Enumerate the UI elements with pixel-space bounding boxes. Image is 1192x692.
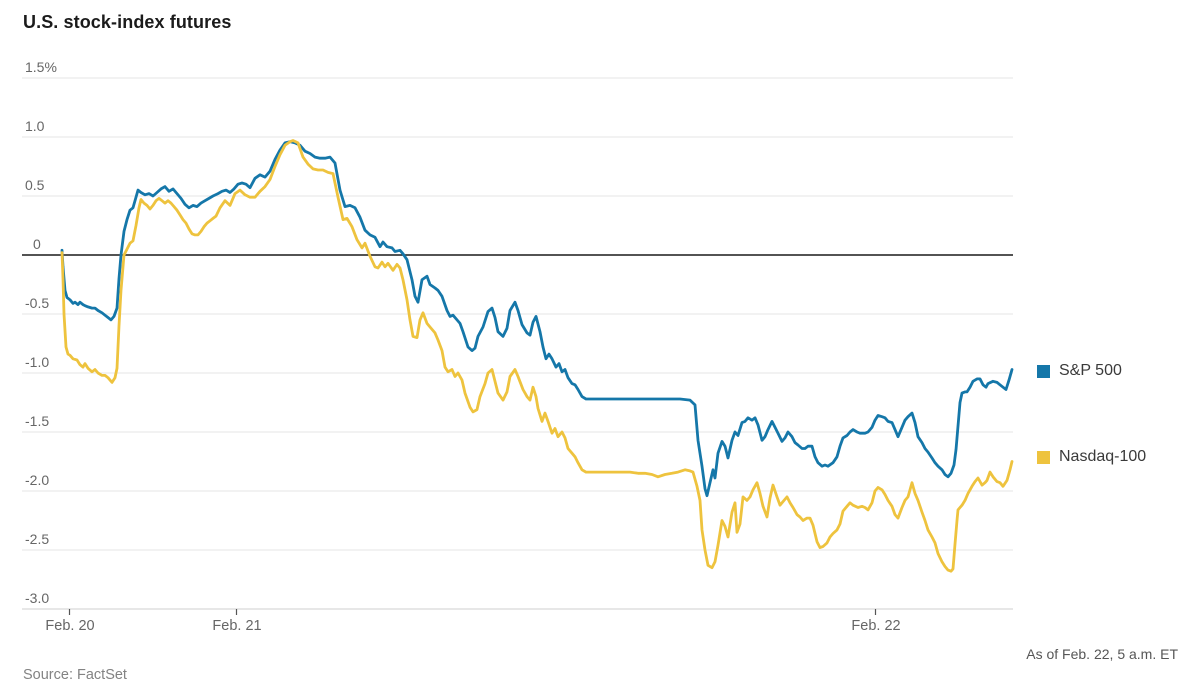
series-line-s-p-500: [60, 140, 1014, 498]
nasdaq100-swatch-icon: [1037, 450, 1050, 464]
source-note: Source: FactSet: [23, 667, 127, 683]
y-tick-label: -2.5: [25, 531, 50, 547]
y-tick-label: 1.0: [25, 118, 45, 134]
y-tick-label: 1.5%: [25, 59, 57, 75]
x-tick-label: Feb. 22: [851, 618, 901, 634]
y-tick-label: -0.5: [25, 295, 50, 311]
y-tick-label: -1.5: [25, 413, 50, 429]
legend-item-sp500: S&P 500: [1037, 362, 1122, 379]
legend-label-nasdaq100: Nasdaq-100: [1059, 448, 1147, 465]
y-tick-label: 0.5: [25, 177, 45, 193]
legend-item-nasdaq100: Nasdaq-100: [1037, 448, 1147, 465]
series-line-nasdaq-100: [60, 139, 1014, 573]
y-tick-label: -1.0: [25, 354, 50, 370]
x-tick-label: Feb. 21: [212, 618, 262, 634]
chart-title: U.S. stock-index futures: [23, 12, 232, 32]
as-of-note: As of Feb. 22, 5 a.m. ET: [1026, 646, 1178, 662]
y-tick-label: -3.0: [25, 590, 50, 606]
y-tick-label: 0: [33, 236, 41, 252]
x-tick-label: Feb. 20: [45, 618, 95, 634]
sp500-swatch-icon: [1037, 364, 1050, 378]
legend-label-sp500: S&P 500: [1059, 362, 1122, 379]
y-tick-label: -2.0: [25, 472, 50, 488]
